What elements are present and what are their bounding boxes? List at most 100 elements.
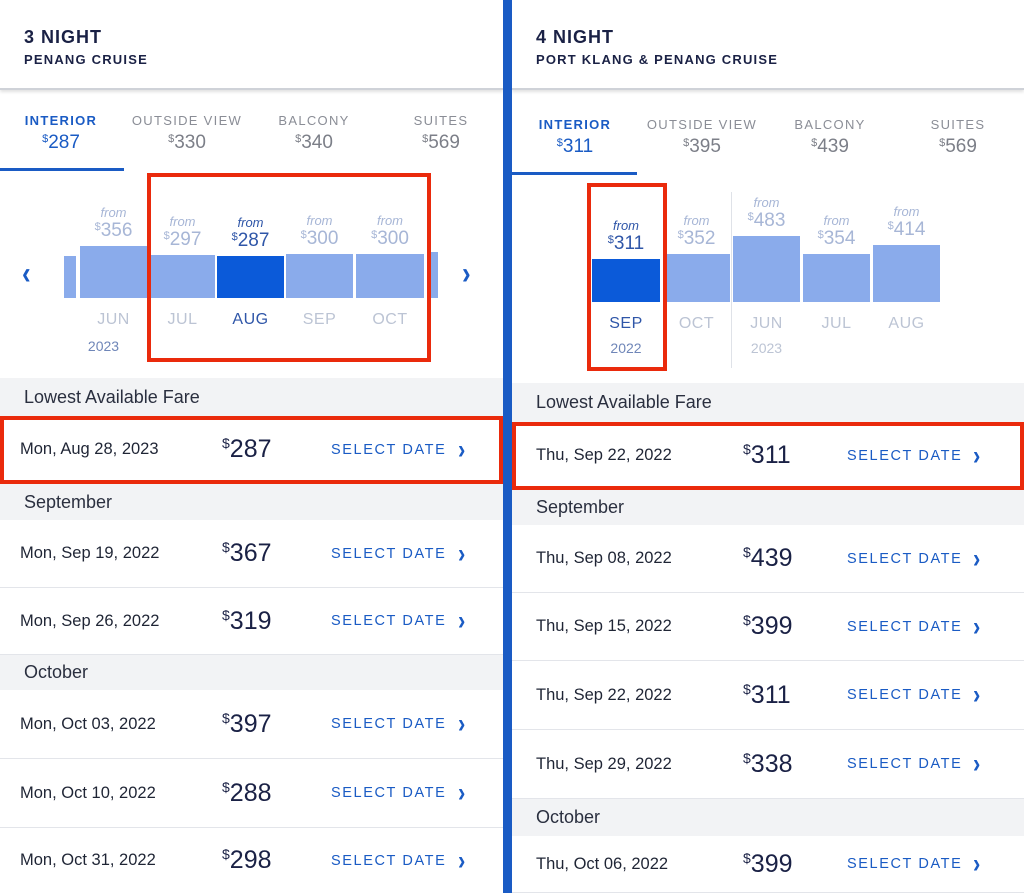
fare-row[interactable]: Mon, Sep 26, 2022 319 SELECT DATE › xyxy=(0,588,503,655)
fare-row[interactable]: Thu, Sep 22, 2022 311 SELECT DATE › xyxy=(512,422,1024,490)
bar-jun[interactable] xyxy=(733,236,800,302)
chevron-right-icon[interactable]: › xyxy=(973,848,981,879)
chevron-right-icon[interactable]: › xyxy=(973,679,981,710)
fare-price: 298 xyxy=(222,846,272,875)
month-label[interactable]: AUG xyxy=(232,311,269,328)
chevron-right-icon[interactable]: › xyxy=(458,844,466,875)
sailing-date: Thu, Oct 06, 2022 xyxy=(536,854,669,873)
month-label[interactable]: SEP xyxy=(609,315,643,332)
tab-interior[interactable]: INTERIOR 311 xyxy=(512,117,640,158)
select-date-button[interactable]: SELECT DATE xyxy=(331,441,447,458)
sailing-date: Thu, Sep 15, 2022 xyxy=(536,617,672,635)
month-label[interactable]: OCT xyxy=(678,315,715,332)
from-label: from xyxy=(613,218,639,233)
tab-balcony[interactable]: BALCONY 439 xyxy=(765,117,895,158)
from-label: from xyxy=(100,205,127,220)
month-label[interactable]: JUL xyxy=(821,315,852,332)
fare-row[interactable]: Thu, Sep 08, 2022 439 SELECT DATE › xyxy=(512,525,1024,593)
chevron-right-icon[interactable]: › xyxy=(973,439,981,470)
select-date-button[interactable]: SELECT DATE xyxy=(331,852,447,869)
select-date-button[interactable]: SELECT DATE xyxy=(331,613,447,629)
price-label-oct: from352 xyxy=(663,214,730,248)
fare-price: 311 xyxy=(743,681,791,710)
chevron-right-icon[interactable]: › xyxy=(458,605,466,636)
select-date-button[interactable]: SELECT DATE xyxy=(331,545,447,562)
tab-suites[interactable]: SUITES 569 xyxy=(893,117,1023,158)
fare-row[interactable]: Mon, Oct 03, 2022 397 SELECT DATE › xyxy=(0,690,503,759)
year-label: 2023 xyxy=(750,340,783,356)
fare-row[interactable]: Thu, Oct 06, 2022 399 SELECT DATE › xyxy=(512,836,1024,893)
chevron-right-icon[interactable]: › xyxy=(458,537,466,568)
bar-oct[interactable] xyxy=(663,254,730,302)
tab-price: 330 xyxy=(122,132,252,154)
from-label: from xyxy=(893,204,920,219)
month-label[interactable]: JUN xyxy=(97,311,130,328)
sailing-date: Mon, Sep 26, 2022 xyxy=(20,611,160,630)
select-date-button[interactable]: SELECT DATE xyxy=(847,687,963,703)
select-date-button[interactable]: SELECT DATE xyxy=(847,550,963,567)
section-header: Lowest Available Fare xyxy=(512,383,1024,422)
fare-list: Lowest Available Fare Mon, Aug 28, 2023 28… xyxy=(0,378,503,893)
cruise-subtitle: PENANG CRUISE xyxy=(24,52,148,67)
tab-balcony[interactable]: BALCONY 340 xyxy=(249,113,379,154)
chevron-right-icon[interactable]: › xyxy=(458,433,466,464)
month-label[interactable]: JUL xyxy=(167,311,198,328)
tab-label: INTERIOR xyxy=(538,117,612,132)
select-date-button[interactable]: SELECT DATE xyxy=(847,856,963,872)
cruise-panel-4-night: 4 NIGHT PORT KLANG & PENANG CRUISE INTERIO… xyxy=(512,0,1024,893)
price-label-aug: from287 xyxy=(217,216,284,250)
month-label[interactable]: OCT xyxy=(372,311,408,328)
fare-row[interactable]: Mon, Aug 28, 2023 287 SELECT DATE › xyxy=(0,416,503,484)
bar-value: 300 xyxy=(286,229,353,248)
bar-oct[interactable] xyxy=(356,254,424,298)
sailing-date: Mon, Aug 28, 2023 xyxy=(20,440,159,458)
select-date-button[interactable]: SELECT DATE xyxy=(331,785,447,801)
fare-row[interactable]: Mon, Oct 31, 2022 298 SELECT DATE › xyxy=(0,828,503,893)
panel-divider xyxy=(503,0,512,893)
tab-outside-view[interactable]: OUTSIDE VIEW 330 xyxy=(122,113,252,154)
fare-row[interactable]: Mon, Oct 10, 2022 288 SELECT DATE › xyxy=(0,759,503,828)
tab-interior[interactable]: INTERIOR 287 xyxy=(0,113,126,154)
chevron-right-icon[interactable]: › xyxy=(458,777,466,808)
tab-outside-view[interactable]: OUTSIDE VIEW 395 xyxy=(637,117,767,158)
partial-bar[interactable] xyxy=(64,256,76,298)
bar-aug[interactable] xyxy=(217,256,284,298)
chevron-right-icon[interactable]: › xyxy=(458,708,466,739)
from-label: from xyxy=(823,213,850,228)
active-tab-underline xyxy=(512,172,637,175)
bar-jul[interactable] xyxy=(803,254,870,302)
fare-row[interactable]: Thu, Sep 29, 2022 338 SELECT DATE › xyxy=(512,730,1024,799)
fare-row[interactable]: Thu, Sep 15, 2022 399 SELECT DATE › xyxy=(512,593,1024,661)
from-label: from xyxy=(753,195,780,210)
tab-suites[interactable]: SUITES 569 xyxy=(376,113,503,154)
month-label[interactable]: JUN xyxy=(750,315,783,332)
bar-aug[interactable] xyxy=(873,245,940,302)
bar-jun[interactable] xyxy=(80,246,147,298)
month-label[interactable]: SEP xyxy=(302,311,337,328)
fare-price: 287 xyxy=(222,435,272,464)
tab-label: OUTSIDE VIEW xyxy=(131,113,243,128)
fare-row[interactable]: Thu, Sep 22, 2022 311 SELECT DATE › xyxy=(512,661,1024,730)
bar-sep[interactable] xyxy=(286,254,353,298)
chevron-right-icon[interactable]: › xyxy=(973,610,981,641)
select-date-button[interactable]: SELECT DATE xyxy=(847,756,963,772)
fare-row[interactable]: Mon, Sep 19, 2022 367 SELECT DATE › xyxy=(0,520,503,588)
bar-value: 483 xyxy=(733,211,800,230)
bar-sep[interactable] xyxy=(592,259,660,302)
bar-value: 287 xyxy=(217,231,284,250)
partial-bar[interactable] xyxy=(427,252,438,298)
chevron-right-icon[interactable]: › xyxy=(973,542,981,573)
sailing-date: Mon, Oct 10, 2022 xyxy=(20,783,156,802)
chevron-right-icon[interactable]: › xyxy=(973,748,981,779)
price-label-sep: from311 xyxy=(592,219,660,253)
next-month-button[interactable]: › xyxy=(462,254,471,291)
prev-month-button[interactable]: ‹ xyxy=(22,254,31,291)
month-label[interactable]: AUG xyxy=(888,315,925,332)
select-date-button[interactable]: SELECT DATE xyxy=(331,716,447,732)
select-date-button[interactable]: SELECT DATE xyxy=(847,447,963,464)
sailing-date: Thu, Sep 22, 2022 xyxy=(536,446,672,464)
select-date-button[interactable]: SELECT DATE xyxy=(847,618,963,635)
fare-price: 397 xyxy=(222,710,272,739)
bar-jul[interactable] xyxy=(150,255,215,298)
fare-price: 288 xyxy=(222,779,272,808)
